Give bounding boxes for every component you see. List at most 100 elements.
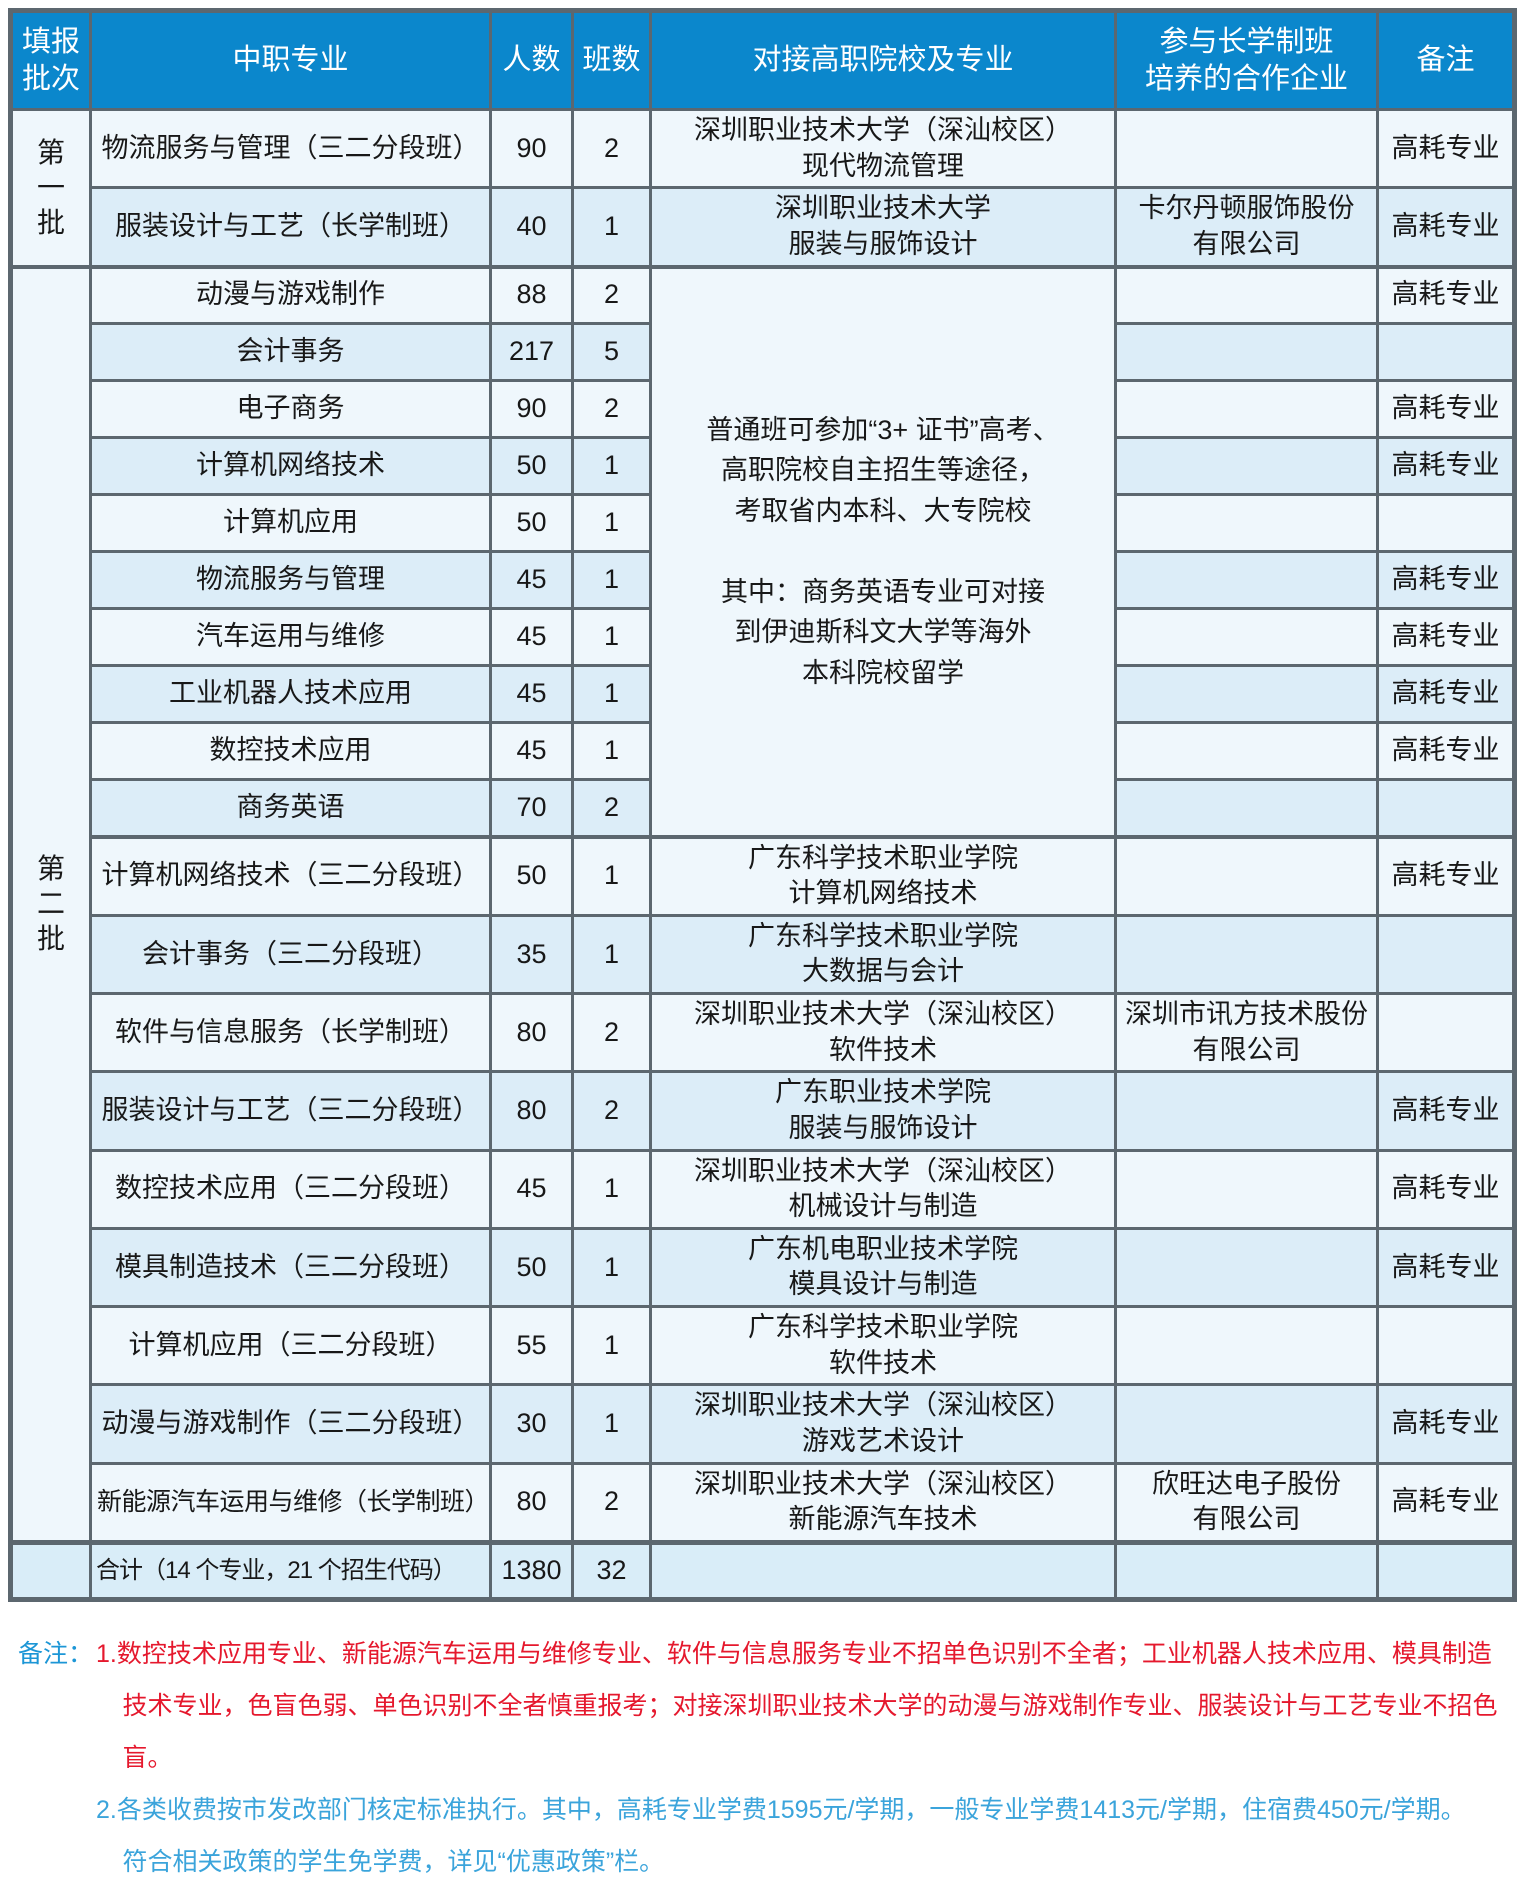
table-row: 第一批物流服务与管理（三二分段班） 90 2 深圳职业技术大学（深汕校区） 现代物流管… <box>9 107 1516 268</box>
enterprise-cell <box>1114 322 1379 382</box>
students-cell: 80 <box>489 1070 574 1152</box>
college-cell: 深圳职业技术大学（深汕校区） 机械设计与制造 <box>649 1148 1117 1230</box>
students-total-cell: 1380 <box>489 1539 574 1601</box>
remark-cell <box>1376 1304 1516 1387</box>
students-cell: 50 <box>489 1226 574 1309</box>
classes-cell: 1 <box>571 607 652 667</box>
students-cell: 45 <box>489 721 574 781</box>
column-header: 对接高职院校及专业 <box>649 9 1117 111</box>
classes-cell: 2 <box>571 379 652 439</box>
enterprise-cell <box>1114 607 1379 667</box>
college-cell: 广东职业技术学院 服装与服饰设计 <box>649 1070 1117 1152</box>
table-row: 工业机器人技术应用 45 1 高耗专业 <box>11 664 1516 724</box>
major-cell: 模具制造技术（三二分段班） <box>89 1226 492 1309</box>
table-row: 商务英语 70 2 <box>11 778 1516 838</box>
major-cell: 计算机应用 <box>89 493 492 553</box>
college-cell: 广东科学技术职业学院 大数据与会计 <box>649 913 1117 996</box>
classes-cell: 5 <box>571 322 652 382</box>
classes-cell: 1 <box>571 186 652 268</box>
table-row: 汽车运用与维修 45 1 高耗专业 <box>11 607 1516 667</box>
remark-cell: 高耗专业 <box>1376 1070 1516 1152</box>
remark-cell: 高耗专业 <box>1376 107 1516 190</box>
remark-cell <box>1376 322 1516 382</box>
remark-cell: 高耗专业 <box>1376 664 1516 724</box>
table-row: 第二批动漫与游戏制作 88 2 普通班可参加“3+ 证书”高考、 高职院校自主招生等途… <box>9 264 1516 1544</box>
students-cell: 90 <box>489 379 574 439</box>
students-cell: 45 <box>489 550 574 610</box>
table-row: 动漫与游戏制作（三二分段班） 30 1 深圳职业技术大学（深汕校区） 游戏艺术设计 高耗… <box>11 1383 1516 1465</box>
remark-cell: 高耗专业 <box>1376 186 1516 268</box>
total-label-cell: 合计（14 个专业，21 个招生代码） <box>89 1539 492 1601</box>
enterprise-cell <box>1114 379 1379 439</box>
classes-cell: 2 <box>571 264 652 325</box>
classes-cell: 1 <box>571 664 652 724</box>
students-cell: 90 <box>489 107 574 190</box>
enterprise-cell <box>1114 1070 1379 1152</box>
table-row: 物流服务与管理 45 1 高耗专业 <box>11 550 1516 610</box>
table-row: 计算机应用（三二分段班） 55 1 广东科学技术职业学院 软件技术 <box>11 1304 1516 1387</box>
students-cell: 45 <box>489 664 574 724</box>
students-cell: 55 <box>489 1304 574 1387</box>
batch-cell: 第二批 <box>9 264 92 1544</box>
table-header: 填报 批次 中职专业 人数 班数 对接高职院校及专业 参与长学制班 培养的合作企业 备注 <box>9 9 1516 111</box>
major-cell: 动漫与游戏制作 <box>89 264 492 325</box>
classes-cell: 1 <box>571 834 652 917</box>
remark-cell: 高耗专业 <box>1376 436 1516 496</box>
students-cell: 80 <box>489 1461 574 1544</box>
major-cell: 数控技术应用 <box>89 721 492 781</box>
college-cell: 深圳职业技术大学（深汕校区） 新能源汽车技术 <box>649 1461 1117 1544</box>
table-row: 电子商务 90 2 高耗专业 <box>11 379 1516 439</box>
classes-cell: 2 <box>571 1070 652 1152</box>
classes-cell: 1 <box>571 721 652 781</box>
remark-cell <box>1376 493 1516 553</box>
major-cell: 软件与信息服务（长学制班） <box>89 991 492 1074</box>
major-cell: 会计事务 <box>89 322 492 382</box>
classes-cell: 1 <box>571 1304 652 1387</box>
remark-cell: 高耗专业 <box>1376 607 1516 667</box>
college-cell: 深圳职业技术大学 服装与服饰设计 <box>649 186 1117 268</box>
remark-cell <box>1376 778 1516 838</box>
college-cell: 深圳职业技术大学（深汕校区） 游戏艺术设计 <box>649 1383 1117 1465</box>
table-row: 模具制造技术（三二分段班） 50 1 广东机电职业技术学院 模具设计与制造 高耗专业 <box>11 1226 1516 1309</box>
major-cell: 计算机网络技术（三二分段班） <box>89 834 492 917</box>
enterprise-cell <box>1114 664 1379 724</box>
batch-cell: 第一批 <box>9 108 92 268</box>
classes-cell: 2 <box>571 107 652 190</box>
classes-cell: 2 <box>571 1461 652 1544</box>
table-row: 软件与信息服务（长学制班） 80 2 深圳职业技术大学（深汕校区） 软件技术 深圳市讯方… <box>11 991 1516 1074</box>
enterprise-cell <box>1114 264 1379 325</box>
enterprise-cell <box>1114 107 1379 190</box>
enterprise-cell <box>1114 1539 1379 1601</box>
students-cell: 50 <box>489 436 574 496</box>
enterprise-cell <box>1114 1383 1379 1465</box>
classes-cell: 1 <box>571 550 652 610</box>
table-row: 计算机网络技术（三二分段班） 50 1 广东科学技术职业学院 计算机网络技术 高耗专业 <box>11 834 1516 917</box>
remark-cell <box>1376 1539 1516 1601</box>
column-header: 班数 <box>571 9 652 111</box>
major-cell: 动漫与游戏制作（三二分段班） <box>89 1383 492 1465</box>
remark-cell: 高耗专业 <box>1376 550 1516 610</box>
notes-body: 1.数控技术应用专业、新能源汽车运用与维修专业、软件与信息服务专业不招单色识别不… <box>96 1628 1510 1888</box>
students-cell: 35 <box>489 913 574 996</box>
major-cell: 计算机网络技术 <box>89 436 492 496</box>
table-row: 会计事务（三二分段班） 35 1 广东科学技术职业学院 大数据与会计 <box>11 913 1516 996</box>
major-cell: 物流服务与管理（三二分段班） <box>89 107 492 190</box>
table-body: 第一批物流服务与管理（三二分段班） 90 2 深圳职业技术大学（深汕校区） 现代物流管… <box>9 107 1516 1601</box>
college-cell: 深圳职业技术大学（深汕校区） 软件技术 <box>649 991 1117 1074</box>
remark-cell <box>1376 913 1516 996</box>
major-cell: 电子商务 <box>89 379 492 439</box>
enterprise-cell <box>1114 1304 1379 1387</box>
students-cell: 45 <box>489 1148 574 1230</box>
column-header: 参与长学制班 培养的合作企业 <box>1114 9 1379 111</box>
major-cell: 会计事务（三二分段班） <box>89 913 492 996</box>
remark-cell: 高耗专业 <box>1376 1226 1516 1309</box>
remark-cell <box>1376 991 1516 1074</box>
table-row: 服装设计与工艺（三二分段班） 80 2 广东职业技术学院 服装与服饰设计 高耗专业 <box>11 1070 1516 1152</box>
major-cell: 计算机应用（三二分段班） <box>89 1304 492 1387</box>
column-header: 中职专业 <box>89 9 492 111</box>
header-row: 填报 批次 中职专业 人数 班数 对接高职院校及专业 参与长学制班 培养的合作企业 备注 <box>9 9 1516 111</box>
batch-cell <box>9 1539 92 1601</box>
table-row: 会计事务 217 5 <box>11 322 1516 382</box>
major-cell: 数控技术应用（三二分段班） <box>89 1148 492 1230</box>
